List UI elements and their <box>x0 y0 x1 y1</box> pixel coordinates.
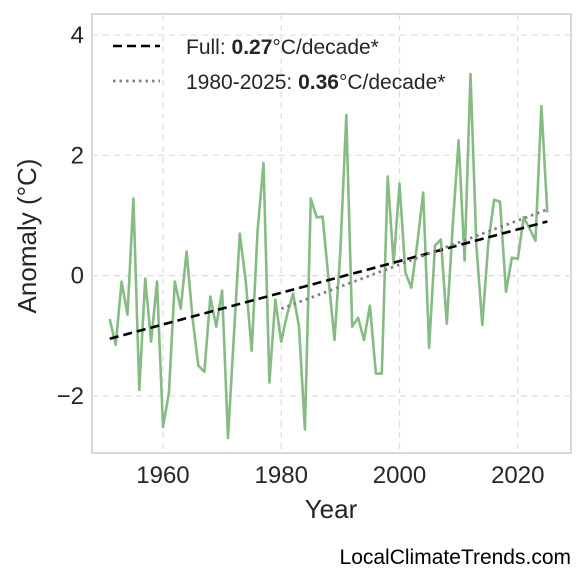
x-tick-label: 1960 <box>136 462 189 489</box>
y-tick-label: 2 <box>71 142 84 169</box>
x-tick-label: 2020 <box>491 462 544 489</box>
trend-layer <box>109 208 548 340</box>
y-axis-ticks: 4 2 0 −2 <box>57 22 84 410</box>
x-axis-ticks: 1960 1980 2000 2020 <box>136 462 544 489</box>
watermark-text: LocalClimateTrends.com <box>339 546 571 569</box>
x-tick-label: 2000 <box>373 462 426 489</box>
legend: Full: 0.27°C/decade* 1980-2025: 0.36°C/de… <box>113 36 445 94</box>
x-axis-label: Year <box>305 494 358 524</box>
anomaly-series-line <box>108 72 549 440</box>
x-tick-label: 1980 <box>255 462 308 489</box>
y-tick-label: −2 <box>57 383 84 410</box>
grid-lines <box>92 14 571 453</box>
legend-label: Full: 0.27°C/decade* <box>186 36 379 59</box>
series-layer <box>108 72 549 440</box>
y-tick-label: 0 <box>71 263 84 290</box>
plot-area <box>91 13 572 454</box>
legend-label: 1980-2025: 0.36°C/decade* <box>186 71 445 94</box>
full-trend-line <box>109 220 548 340</box>
y-tick-label: 4 <box>71 22 84 49</box>
recent-trend-line <box>280 208 548 310</box>
y-axis-label: Anomaly (°C) <box>12 159 42 314</box>
